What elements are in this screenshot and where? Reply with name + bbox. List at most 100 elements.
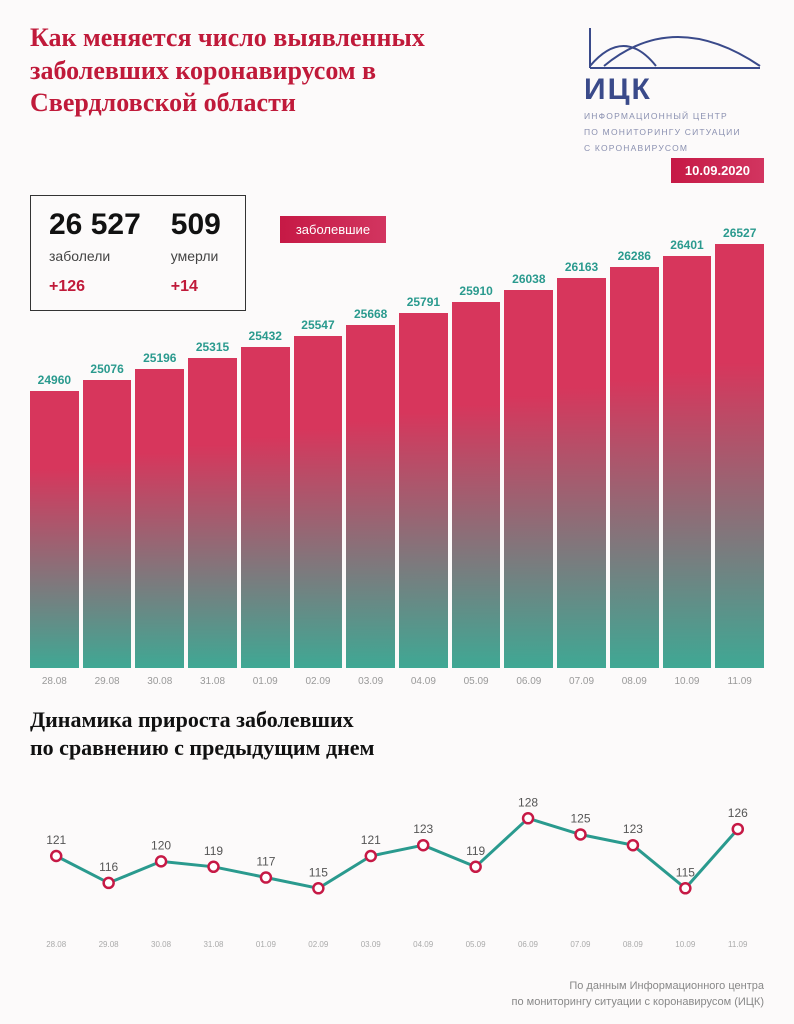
line-marker: [471, 862, 481, 872]
bar: [83, 380, 132, 668]
bar-col: 26286: [610, 249, 659, 668]
line-x-label: 10.09: [659, 940, 711, 956]
logo-curve-icon: [584, 22, 764, 74]
bar-value-label: 25432: [249, 329, 282, 343]
subtitle: Динамика прироста заболевшихпо сравнению…: [30, 706, 375, 761]
bar: [504, 290, 553, 668]
line-x-label: 30.08: [135, 940, 187, 956]
bar: [294, 336, 343, 668]
line-value-label: 123: [413, 822, 433, 836]
bar-col: 26163: [557, 260, 606, 668]
line-value-label: 123: [623, 822, 643, 836]
logo-sub3: С КОРОНАВИРУСОМ: [584, 143, 764, 155]
footer: По данным Информационного центра по мони…: [512, 979, 764, 1010]
bar-value-label: 25910: [459, 284, 492, 298]
line-x-label: 03.09: [345, 940, 397, 956]
bar-x-label: 31.08: [188, 670, 237, 690]
bar: [346, 325, 395, 668]
bar-col: 26038: [504, 272, 553, 668]
bar-value-label: 25076: [90, 362, 123, 376]
line-value-label: 126: [728, 806, 748, 820]
bar-value-label: 25315: [196, 340, 229, 354]
bar-x-label: 05.09: [452, 670, 501, 690]
line-marker: [523, 813, 533, 823]
logo-block: ИЦК ИНФОРМАЦИОННЫЙ ЦЕНТР ПО МОНИТОРИНГУ …: [584, 22, 764, 155]
line-value-label: 116: [99, 860, 118, 874]
line-marker: [261, 873, 271, 883]
bar: [715, 244, 764, 668]
bar-x-label: 04.09: [399, 670, 448, 690]
bar-value-label: 26286: [618, 249, 651, 263]
bar-col: 25076: [83, 362, 132, 668]
bar-x-label: 07.09: [557, 670, 606, 690]
bar: [610, 267, 659, 668]
footer-l2: по мониторингу ситуации с коронавирусом …: [512, 995, 764, 1010]
bar-value-label: 25196: [143, 351, 176, 365]
bar-x-label: 28.08: [30, 670, 79, 690]
line-value-label: 121: [361, 833, 381, 847]
date-badge: 10.09.2020: [671, 158, 764, 183]
line-x-label: 07.09: [554, 940, 606, 956]
bar: [557, 278, 606, 668]
bar-x-label: 03.09: [346, 670, 395, 690]
line-value-label: 125: [570, 811, 590, 825]
bar: [188, 358, 237, 668]
bar-x-label: 02.09: [294, 670, 343, 690]
line-value-label: 119: [204, 844, 223, 858]
line-marker: [628, 840, 638, 850]
line-marker: [209, 862, 219, 872]
line-marker: [680, 883, 690, 893]
logo-brand: ИЦК: [584, 73, 764, 107]
line-x-label: 02.09: [292, 940, 344, 956]
bar-x-label: 30.08: [135, 670, 184, 690]
bar: [135, 369, 184, 668]
line-value-label: 120: [151, 838, 171, 852]
bar-x-label: 01.09: [241, 670, 290, 690]
line-x-label: 11.09: [711, 940, 763, 956]
bar-value-label: 26038: [512, 272, 545, 286]
logo-sub2: ПО МОНИТОРИНГУ СИТУАЦИИ: [584, 127, 764, 139]
bar-col: 24960: [30, 373, 79, 668]
bar-value-label: 25668: [354, 307, 387, 321]
bar-col: 25547: [294, 318, 343, 668]
bar-col: 25668: [346, 307, 395, 668]
bar-x-label: 29.08: [83, 670, 132, 690]
line-value-label: 119: [466, 844, 485, 858]
bar-value-label: 26163: [565, 260, 598, 274]
bar: [30, 391, 79, 668]
bar-value-label: 25791: [407, 295, 440, 309]
bar-x-label: 10.09: [663, 670, 712, 690]
line-marker: [576, 829, 586, 839]
bar-x-label: 11.09: [715, 670, 764, 690]
line-x-label: 08.09: [607, 940, 659, 956]
line-marker: [418, 840, 428, 850]
line-value-label: 115: [676, 865, 695, 879]
bar-col: 25432: [241, 329, 290, 668]
line-x-label: 29.08: [82, 940, 134, 956]
page-title: Как меняется число выявленных заболевших…: [30, 22, 510, 155]
line-marker: [51, 851, 61, 861]
bar-chart: 24960 25076 25196 25315 25432 25547 25668 25791…: [30, 200, 764, 690]
line-marker: [733, 824, 743, 834]
bar-value-label: 26527: [723, 226, 756, 240]
bar: [399, 313, 448, 668]
line-chart: 1211161201191171151211231191281251231151…: [30, 776, 764, 956]
bar: [663, 256, 712, 668]
line-x-label: 04.09: [397, 940, 449, 956]
line-value-label: 128: [518, 795, 538, 809]
line-value-label: 121: [46, 833, 66, 847]
bar-x-label: 06.09: [504, 670, 553, 690]
bar-value-label: 26401: [670, 238, 703, 252]
line-x-label: 28.08: [30, 940, 82, 956]
line-x-label: 05.09: [449, 940, 501, 956]
logo-sub1: ИНФОРМАЦИОННЫЙ ЦЕНТР: [584, 111, 764, 123]
bar-col: 25791: [399, 295, 448, 668]
bar-col: 26401: [663, 238, 712, 668]
bar: [241, 347, 290, 668]
bar-x-label: 08.09: [610, 670, 659, 690]
bar-col: 26527: [715, 226, 764, 668]
footer-l1: По данным Информационного центра: [512, 979, 764, 994]
line-x-label: 01.09: [240, 940, 292, 956]
line-x-label: 31.08: [187, 940, 239, 956]
bar-col: 25196: [135, 351, 184, 668]
